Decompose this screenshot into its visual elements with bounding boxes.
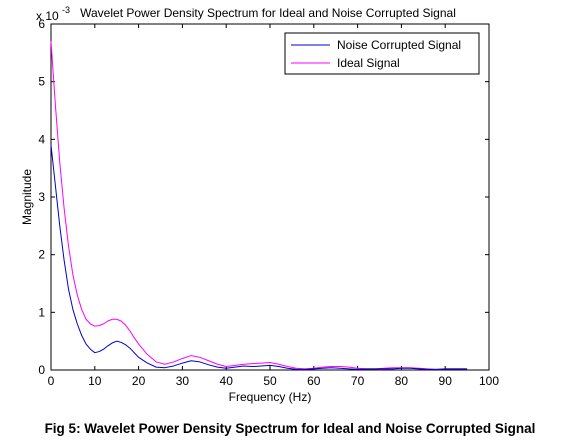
y-axis-label: Magnitude [20, 169, 34, 225]
y-tick-label: 5 [38, 75, 45, 89]
y-tick-label: 0 [38, 363, 45, 377]
figure-caption: Fig 5: Wavelet Power Density Spectrum fo… [45, 421, 536, 436]
y-tick-label: 1 [38, 305, 45, 319]
x-tick-label: 70 [351, 374, 365, 388]
legend-box [284, 32, 480, 75]
y-tick-label: 2 [38, 248, 45, 262]
y-multiplier-exponent: -3 [62, 5, 70, 15]
legend-label-ideal: Ideal Signal [337, 56, 400, 70]
series-layer [50, 41, 468, 370]
y-tick-label: 6 [38, 17, 45, 31]
y-tick-label: 4 [38, 132, 45, 146]
legend-label-noise: Noise Corrupted Signal [337, 38, 461, 52]
series-line-noise-corrupted [50, 145, 468, 370]
x-tick-label: 90 [439, 374, 453, 388]
x-tick-label: 10 [88, 374, 102, 388]
x-tick-label: 80 [395, 374, 409, 388]
x-tick-label: 0 [48, 374, 55, 388]
x-tick-label: 60 [307, 374, 321, 388]
x-tick-label: 30 [176, 374, 190, 388]
x-tick-label: 20 [132, 374, 146, 388]
x-tick-label: 50 [263, 374, 277, 388]
chart-title: Wavelet Power Density Spectrum for Ideal… [80, 6, 456, 20]
x-axis-label: Frequency (Hz) [229, 390, 312, 404]
y-tick-label: 3 [38, 190, 45, 204]
y-axis-ticks: 0 1 2 3 4 5 6 [38, 17, 489, 377]
legend: Noise Corrupted Signal Ideal Signal [284, 32, 480, 75]
x-tick-label: 100 [479, 374, 499, 388]
y-multiplier: x 10 [36, 9, 59, 23]
x-tick-label: 40 [220, 374, 234, 388]
plot-area-frame [50, 23, 490, 371]
